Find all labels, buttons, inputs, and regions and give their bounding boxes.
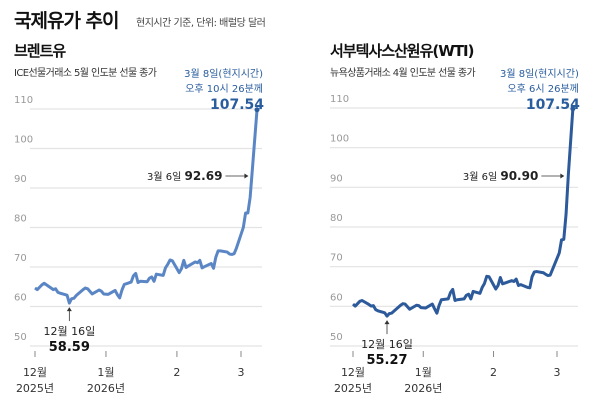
wti-ytick-label: 90 [330,173,343,184]
brent-xtick-label: 1월 [97,366,114,379]
wti-mar6-annotation: 3월 6일 90.90 [463,169,538,183]
brent-xtick-year: 2026년 [87,382,125,395]
brent-ytick-label: 110 [14,95,33,106]
wti-xtick-label: 12월 [341,366,365,379]
wti-title: 서부텍사스산원유(WTI) [330,42,474,60]
brent-ytick-label: 70 [14,253,27,264]
wti-end-date: 3월 8일(현지시간) [500,68,579,80]
wti-mar6-label: 3월 6일 [463,171,500,183]
page-subtitle: 현지시간 기준, 단위: 배럴당 달러 [136,18,266,29]
page-title: 국제유가 추이 [14,10,119,32]
wti-low-arrowhead [384,320,390,325]
brent-mar6-arrowhead [244,173,249,179]
wti-ytick-label: 80 [330,213,343,224]
brent-ytick-label: 60 [14,293,27,304]
brent-end-marker [254,107,260,113]
wti-xtick-label: 3 [554,366,561,379]
wti-ytick-label: 50 [330,332,343,343]
wti-price-line [352,108,575,318]
brent-ytick-label: 90 [14,174,27,185]
wti-end-marker [570,106,576,112]
wti-xtick-label: 2 [490,366,497,379]
brent-mar6-value: 92.69 [184,169,222,183]
wti-xtick-year: 2026년 [404,382,442,395]
brent-low-label: 12월 16일 [43,324,95,338]
brent-xtick-year: 2025년 [16,382,54,395]
brent-ytick-label: 100 [14,135,33,146]
wti-ytick-label: 100 [330,134,349,145]
brent-end-value: 107.54 [210,97,264,113]
brent-xtick-label: 2 [173,366,180,379]
brent-xtick-label: 12월 [23,366,47,379]
wti-mar6-arrowhead [560,173,565,179]
brent-mar6-annotation: 3월 6일 92.69 [147,169,222,183]
wti-mar6-value: 90.90 [500,169,538,183]
brent-ytick-label: 80 [14,214,27,225]
wti-xtick-year: 2025년 [334,382,372,395]
brent-end-date: 3월 8일(현지시간) [184,68,263,80]
brent-ytick-label: 50 [14,332,27,343]
wti-ytick-label: 70 [330,253,343,264]
brent-low-arrowhead [66,307,72,312]
brent-end-time: 오후 10시 26분께 [185,83,263,95]
wti-ytick-label: 60 [330,292,343,303]
wti-low-label: 12월 16일 [361,337,413,351]
wti-end-value: 107.54 [526,97,580,113]
brent-xtick-label: 3 [238,366,245,379]
brent-price-line [34,109,259,305]
wti-ytick-label: 110 [330,94,349,105]
wti-low-value: 55.27 [366,353,407,368]
wti-xtick-label: 1월 [415,366,432,379]
wti-end-time: 오후 6시 26분께 [507,83,578,95]
brent-source: ICE선물거래소 5월 인도분 선물 종가 [14,68,157,79]
brent-mar6-label: 3월 6일 [147,171,184,183]
brent-title: 브렌트유 [14,42,66,60]
brent-low-value: 58.59 [49,340,90,355]
wti-source: 뉴욕상품거래소 4월 인도분 선물 종가 [330,68,476,79]
